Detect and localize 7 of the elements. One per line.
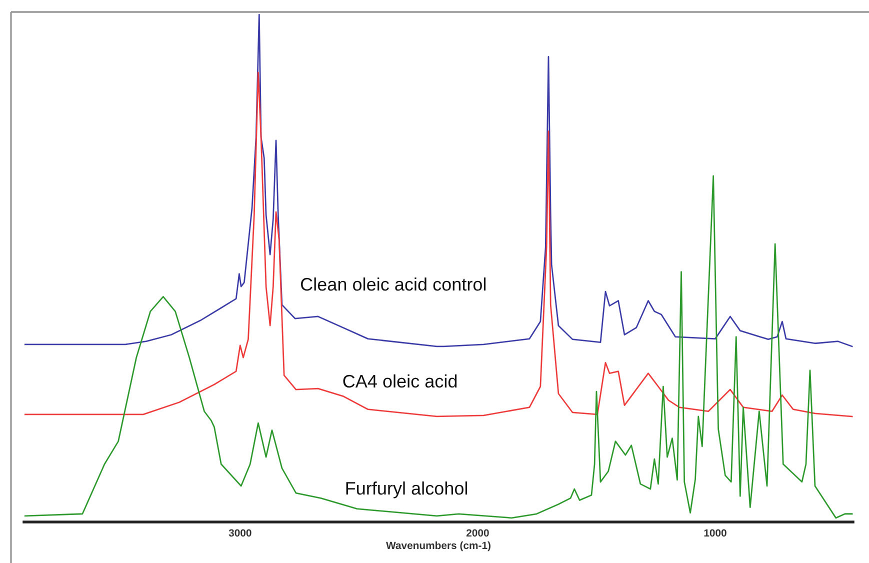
series-label: Clean oleic acid control <box>300 277 486 291</box>
x-tick-label: 3000 <box>228 529 252 537</box>
x-tick-label: 2000 <box>466 529 489 537</box>
x-axis-title: Wavenumbers (cm-1) <box>386 541 490 552</box>
x-tick-label: 1000 <box>704 529 726 537</box>
series-label: CA4 oleic acid <box>343 374 457 388</box>
series-label: Furfuryl alcohol <box>346 481 468 498</box>
